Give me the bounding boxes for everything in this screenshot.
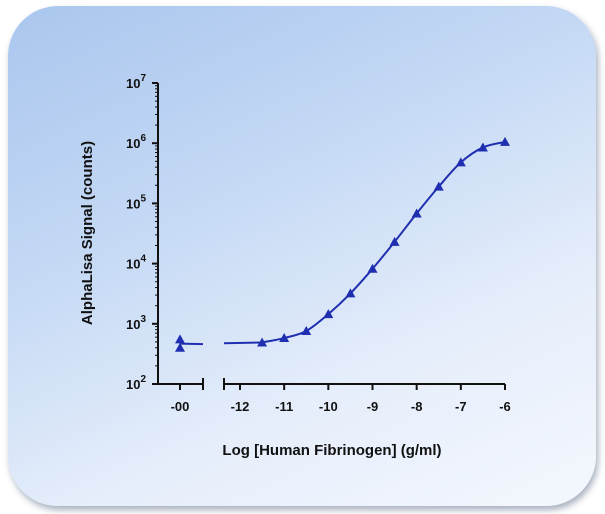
- data-point: [257, 337, 268, 347]
- y-tick-label: 104: [126, 254, 146, 272]
- x-tick-label: -7: [455, 399, 467, 414]
- data-point: [367, 263, 378, 273]
- y-tick-label: 102: [126, 374, 146, 392]
- chart-card: [8, 6, 596, 506]
- data-point: [455, 157, 466, 167]
- x-tick-label: -8: [411, 399, 423, 414]
- x-tick-label: -00: [171, 399, 190, 414]
- x-axis-label: Log [Human Fibrinogen] (g/ml): [222, 442, 441, 459]
- fit-connector: [223, 341, 263, 345]
- x-tick-labels: -00 -12 -11 -10 -9 -8 -7 -6: [171, 399, 511, 414]
- y-tick-label: 103: [126, 314, 146, 332]
- data-point: [345, 288, 356, 298]
- y-tick-label: 105: [126, 193, 146, 211]
- data-point: [323, 309, 334, 319]
- x-tick-label: -9: [367, 399, 379, 414]
- zero-dose-point: [175, 334, 185, 344]
- fit-curve-path: [261, 140, 506, 344]
- data-markers: [175, 136, 510, 352]
- data-point: [477, 142, 488, 152]
- y-tick-labels: 102 103 104 105 106 107: [126, 73, 146, 392]
- x-tick-label: -10: [319, 399, 338, 414]
- data-point: [411, 208, 422, 218]
- data-point: [500, 136, 510, 146]
- zero-dose-point: [175, 342, 185, 352]
- y-axis-label: AlphaLisa Signal (counts): [79, 141, 96, 325]
- x-tick-label: -6: [499, 399, 511, 414]
- data-point: [301, 325, 312, 335]
- x-tick-label: -11: [275, 399, 293, 414]
- x-tick-label: -12: [231, 399, 250, 414]
- fit-curve: [179, 140, 506, 346]
- zero-dose-fit-segment: [179, 342, 204, 346]
- y-tick-label: 106: [126, 133, 146, 151]
- data-point: [389, 236, 400, 246]
- chart-axes: [152, 82, 506, 390]
- data-point: [279, 333, 290, 343]
- y-tick-label: 107: [126, 73, 146, 91]
- data-point: [433, 181, 444, 191]
